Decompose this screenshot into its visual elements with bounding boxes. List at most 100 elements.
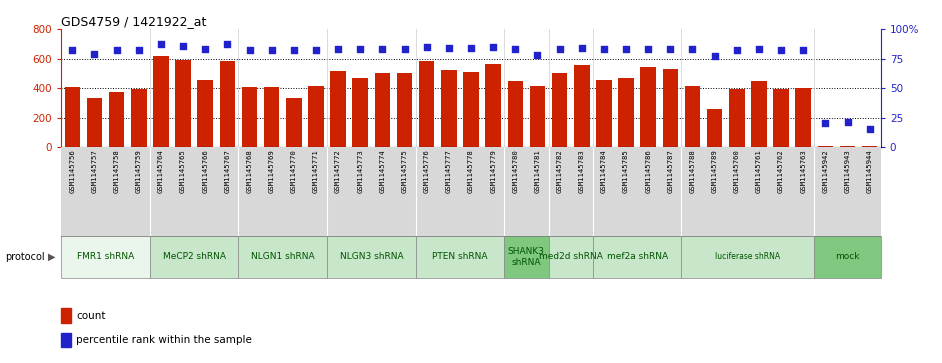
Text: GSM1145763: GSM1145763 xyxy=(801,150,806,193)
Text: GSM1145757: GSM1145757 xyxy=(91,150,97,193)
Text: GSM1145756: GSM1145756 xyxy=(70,150,75,193)
Bar xyxy=(327,236,415,278)
Point xyxy=(862,126,877,132)
Point xyxy=(264,48,279,53)
Bar xyxy=(485,64,501,147)
Bar xyxy=(175,60,191,147)
Text: GSM1145762: GSM1145762 xyxy=(778,150,784,193)
Text: GSM1145779: GSM1145779 xyxy=(490,150,496,193)
Bar xyxy=(818,146,833,147)
Bar xyxy=(61,309,71,323)
Bar xyxy=(109,92,124,147)
Text: MeCP2 shRNA: MeCP2 shRNA xyxy=(163,252,226,261)
Bar xyxy=(529,86,545,147)
Point xyxy=(685,46,700,52)
Bar xyxy=(504,236,548,278)
Bar xyxy=(61,236,150,278)
Text: GSM1145764: GSM1145764 xyxy=(158,150,164,193)
Bar xyxy=(706,109,723,147)
Text: GSM1145773: GSM1145773 xyxy=(357,150,364,193)
Text: protocol: protocol xyxy=(5,252,44,262)
Point xyxy=(131,48,146,53)
Text: GSM1145760: GSM1145760 xyxy=(734,150,739,193)
Bar xyxy=(574,65,590,147)
Text: GSM1145769: GSM1145769 xyxy=(268,150,275,193)
Text: GSM1145782: GSM1145782 xyxy=(557,150,562,193)
Point xyxy=(773,48,788,53)
Point xyxy=(707,53,723,59)
Point xyxy=(219,41,235,47)
Bar xyxy=(814,236,881,278)
Text: GSM1145789: GSM1145789 xyxy=(711,150,718,193)
Text: GSM1145770: GSM1145770 xyxy=(291,150,297,193)
Point xyxy=(331,46,346,52)
Text: NLGN1 shRNA: NLGN1 shRNA xyxy=(251,252,315,261)
Point xyxy=(65,48,80,53)
Point xyxy=(308,48,323,53)
Bar xyxy=(65,86,80,147)
Point xyxy=(818,121,833,126)
Bar xyxy=(61,333,71,347)
Point xyxy=(508,46,523,52)
Text: GSM1145942: GSM1145942 xyxy=(822,150,828,193)
Text: NLGN3 shRNA: NLGN3 shRNA xyxy=(339,252,403,261)
Bar xyxy=(331,71,346,147)
Bar xyxy=(150,236,238,278)
Text: GSM1145786: GSM1145786 xyxy=(645,150,651,193)
Bar xyxy=(463,72,479,147)
Text: FMR1 shRNA: FMR1 shRNA xyxy=(77,252,134,261)
Text: GSM1145944: GSM1145944 xyxy=(867,150,872,193)
Point xyxy=(397,46,412,52)
Text: GSM1145768: GSM1145768 xyxy=(247,150,252,193)
Point xyxy=(242,48,257,53)
Point xyxy=(419,44,434,50)
Bar xyxy=(593,236,681,278)
Point xyxy=(663,46,678,52)
Bar xyxy=(87,98,103,147)
Bar xyxy=(219,61,236,147)
Text: GSM1145775: GSM1145775 xyxy=(401,150,408,193)
Bar xyxy=(840,146,855,147)
Bar xyxy=(415,236,504,278)
Text: GSM1145783: GSM1145783 xyxy=(578,150,585,193)
Text: GSM1145767: GSM1145767 xyxy=(224,150,231,193)
Text: GSM1145761: GSM1145761 xyxy=(755,150,762,193)
Point xyxy=(729,48,744,53)
Bar xyxy=(729,89,744,147)
Text: GDS4759 / 1421922_at: GDS4759 / 1421922_at xyxy=(61,15,206,28)
Bar xyxy=(552,73,567,147)
Point xyxy=(463,45,479,51)
Bar xyxy=(662,69,678,147)
Text: GSM1145771: GSM1145771 xyxy=(313,150,319,193)
Text: GSM1145780: GSM1145780 xyxy=(512,150,518,193)
Text: GSM1145776: GSM1145776 xyxy=(424,150,430,193)
Bar xyxy=(286,98,301,147)
Text: GSM1145785: GSM1145785 xyxy=(623,150,629,193)
Point xyxy=(87,51,102,57)
Text: GSM1145777: GSM1145777 xyxy=(446,150,452,193)
Text: GSM1145774: GSM1145774 xyxy=(380,150,385,193)
Bar xyxy=(352,78,368,147)
Bar xyxy=(596,80,611,147)
Text: mef2a shRNA: mef2a shRNA xyxy=(607,252,668,261)
Text: GSM1145765: GSM1145765 xyxy=(180,150,187,193)
Point xyxy=(286,48,301,53)
Text: GSM1145781: GSM1145781 xyxy=(534,150,541,193)
Bar xyxy=(154,56,169,147)
Point xyxy=(596,46,611,52)
Bar xyxy=(308,86,324,147)
Point xyxy=(375,46,390,52)
Text: GSM1145772: GSM1145772 xyxy=(335,150,341,193)
Text: GSM1145778: GSM1145778 xyxy=(468,150,474,193)
Text: SHANK3
shRNA: SHANK3 shRNA xyxy=(508,247,544,266)
Point xyxy=(641,46,656,52)
Bar xyxy=(773,89,788,147)
Bar xyxy=(419,61,434,147)
Bar xyxy=(548,236,593,278)
Bar xyxy=(264,86,280,147)
Point xyxy=(619,46,634,52)
Text: GSM1145943: GSM1145943 xyxy=(845,150,851,193)
Bar xyxy=(397,73,413,147)
Bar xyxy=(795,88,811,147)
Point xyxy=(198,46,213,52)
